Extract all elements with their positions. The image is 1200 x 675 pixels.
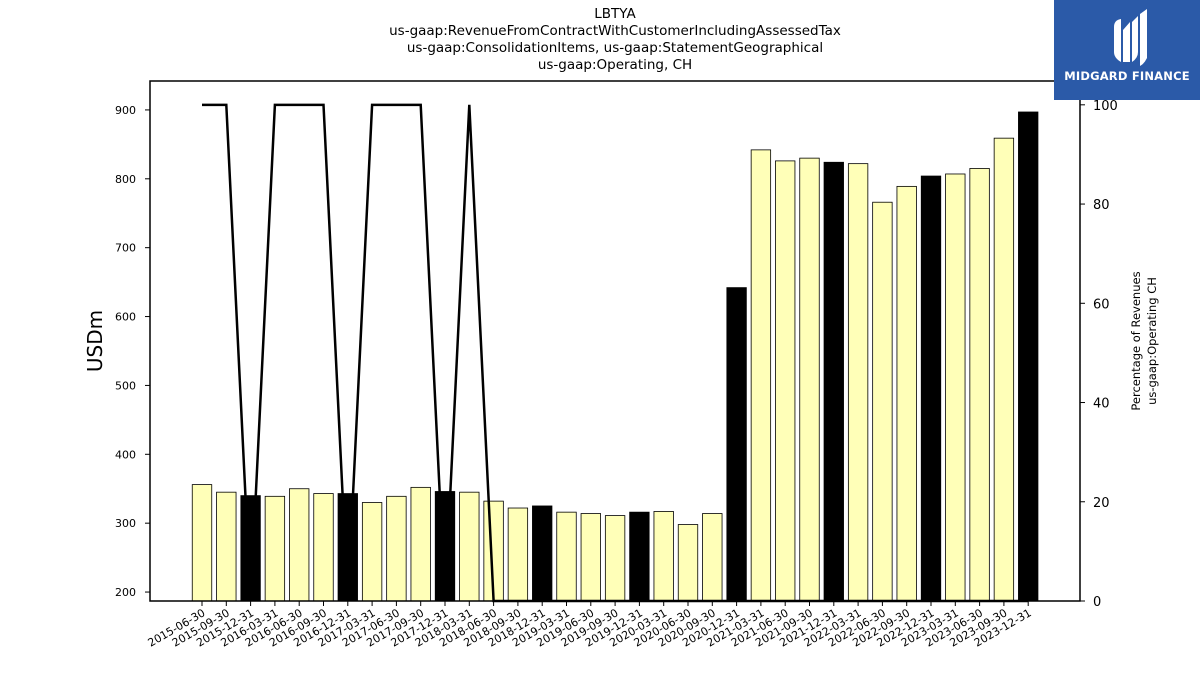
y-tick-label: 600	[115, 311, 136, 324]
bar-2019-09-30	[604, 515, 626, 602]
y-tick-label: 800	[115, 173, 136, 186]
title-line-2: us-gaap:RevenueFromContractWithCustomerI…	[389, 23, 841, 39]
bar-2017-06-30	[386, 495, 407, 602]
bar-2021-03-31	[750, 149, 772, 602]
y-tick-label: 300	[115, 517, 136, 530]
y2-tick-label: 60	[1093, 297, 1110, 312]
bar-2021-12-31	[823, 161, 844, 602]
bar-2018-09-30	[507, 507, 529, 602]
bar-2015-06-30	[191, 484, 213, 602]
midgard-logo-icon	[1114, 9, 1147, 66]
y-tick-label: 500	[115, 379, 136, 392]
chart-title: LBTYA us-gaap:RevenueFromContractWithCus…	[0, 6, 1200, 74]
bar-2020-12-31	[726, 287, 747, 602]
bar-2016-03-31	[264, 495, 286, 602]
y-tick-label: 200	[115, 586, 136, 599]
bar-2017-09-30	[410, 486, 431, 602]
y2-tick-label: 0	[1093, 595, 1101, 610]
bar-2019-12-31	[629, 511, 650, 602]
bar-2022-09-30	[896, 185, 917, 602]
bar-2022-06-30	[872, 201, 893, 602]
y2-axis-label-1: Percentage of Revenues	[1129, 271, 1143, 410]
y2-tick-label: 100	[1093, 99, 1118, 114]
bar-2020-06-30	[677, 524, 699, 602]
bar-2022-12-31	[920, 175, 942, 602]
bar-2023-09-30	[993, 137, 1015, 602]
bar-2018-12-31	[532, 505, 553, 602]
y-axis-label: USDm	[83, 310, 107, 372]
y-tick-label: 400	[115, 448, 136, 461]
bar-2023-03-31	[945, 173, 966, 602]
logo-text: MIDGARD FINANCE	[1064, 69, 1190, 83]
y2-tick-label: 20	[1093, 496, 1110, 511]
bar-2021-09-30	[799, 157, 820, 602]
bar-2020-03-31	[653, 511, 674, 602]
y-tick-label: 700	[115, 242, 136, 255]
bar-2016-06-30	[289, 488, 310, 602]
bar-2023-12-31	[1018, 111, 1039, 602]
bar-2020-09-30	[702, 513, 723, 602]
logo: MIDGARD FINANCE	[1054, 0, 1200, 100]
bar-2016-09-30	[313, 493, 334, 602]
y2-tick-label: 40	[1093, 397, 1110, 412]
y-tick-label: 900	[115, 104, 136, 117]
bar-2015-09-30	[216, 491, 237, 602]
title-line-3: us-gaap:ConsolidationItems, us-gaap:Stat…	[406, 40, 824, 56]
bar-2023-06-30	[969, 168, 990, 602]
bar-2022-03-31	[847, 163, 869, 602]
bar-2021-06-30	[775, 160, 796, 602]
title-line-4: us-gaap:Operating, CH	[537, 57, 693, 73]
axis-labels: USDm Percentage of Revenues us-gaap:Operat…	[83, 271, 1159, 410]
y2-tick-label: 80	[1093, 198, 1110, 213]
title-line-1: LBTYA	[594, 6, 636, 22]
axes: 2003004005006007008009000204060801002015…	[115, 80, 1118, 650]
bar-2019-06-30	[580, 513, 601, 602]
bar-series	[191, 111, 1039, 602]
y2-axis-label-2: us-gaap:Operating CH	[1145, 277, 1159, 405]
bar-2017-03-31	[361, 502, 383, 602]
bar-2019-03-31	[556, 511, 577, 602]
bar-2018-03-31	[459, 491, 480, 602]
